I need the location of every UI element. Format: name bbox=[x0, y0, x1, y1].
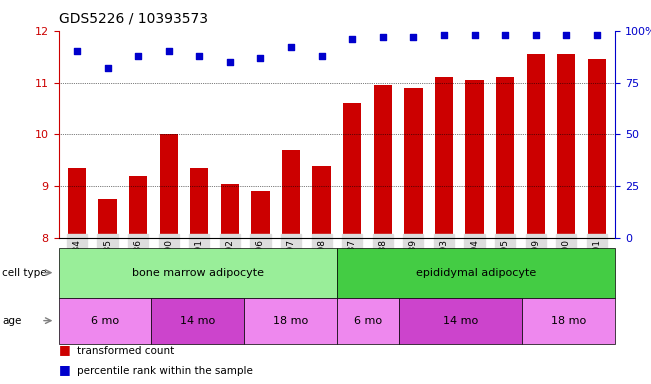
Text: cell type: cell type bbox=[2, 268, 47, 278]
Point bbox=[561, 32, 572, 38]
Bar bbox=[68, 168, 86, 238]
Text: 6 mo: 6 mo bbox=[353, 316, 382, 326]
Text: age: age bbox=[2, 316, 21, 326]
Bar bbox=[527, 54, 545, 238]
Bar bbox=[465, 80, 484, 238]
Point bbox=[225, 59, 235, 65]
Bar bbox=[251, 191, 270, 238]
Text: GDS5226 / 10393573: GDS5226 / 10393573 bbox=[59, 12, 208, 25]
Bar bbox=[404, 88, 422, 238]
Bar bbox=[343, 103, 361, 238]
Point bbox=[408, 34, 419, 40]
Text: transformed count: transformed count bbox=[77, 346, 174, 356]
Point bbox=[133, 53, 143, 59]
Point bbox=[286, 44, 296, 50]
Text: 14 mo: 14 mo bbox=[443, 316, 478, 326]
Text: percentile rank within the sample: percentile rank within the sample bbox=[77, 366, 253, 376]
Point bbox=[378, 34, 388, 40]
Bar bbox=[129, 176, 147, 238]
Point bbox=[194, 53, 204, 59]
Text: 14 mo: 14 mo bbox=[180, 316, 215, 326]
Bar bbox=[557, 54, 575, 238]
Point bbox=[347, 36, 357, 42]
Point bbox=[255, 55, 266, 61]
Point bbox=[316, 53, 327, 59]
Bar bbox=[496, 78, 514, 238]
Text: 18 mo: 18 mo bbox=[551, 316, 587, 326]
Point bbox=[531, 32, 541, 38]
Point bbox=[469, 32, 480, 38]
Point bbox=[72, 48, 82, 55]
Bar bbox=[588, 59, 606, 238]
Text: bone marrow adipocyte: bone marrow adipocyte bbox=[132, 268, 264, 278]
Text: ■: ■ bbox=[59, 343, 70, 356]
Text: epididymal adipocyte: epididymal adipocyte bbox=[416, 268, 536, 278]
Bar bbox=[221, 184, 239, 238]
Text: 6 mo: 6 mo bbox=[91, 316, 119, 326]
Bar bbox=[282, 150, 300, 238]
Bar bbox=[374, 85, 392, 238]
Bar bbox=[435, 78, 453, 238]
Point bbox=[439, 32, 449, 38]
Point bbox=[500, 32, 510, 38]
Point bbox=[163, 48, 174, 55]
Point bbox=[102, 65, 113, 71]
Bar bbox=[190, 168, 208, 238]
Point bbox=[592, 32, 602, 38]
Bar bbox=[98, 199, 117, 238]
Text: ■: ■ bbox=[59, 362, 70, 376]
Text: 18 mo: 18 mo bbox=[273, 316, 308, 326]
Bar bbox=[159, 134, 178, 238]
Bar bbox=[312, 166, 331, 238]
